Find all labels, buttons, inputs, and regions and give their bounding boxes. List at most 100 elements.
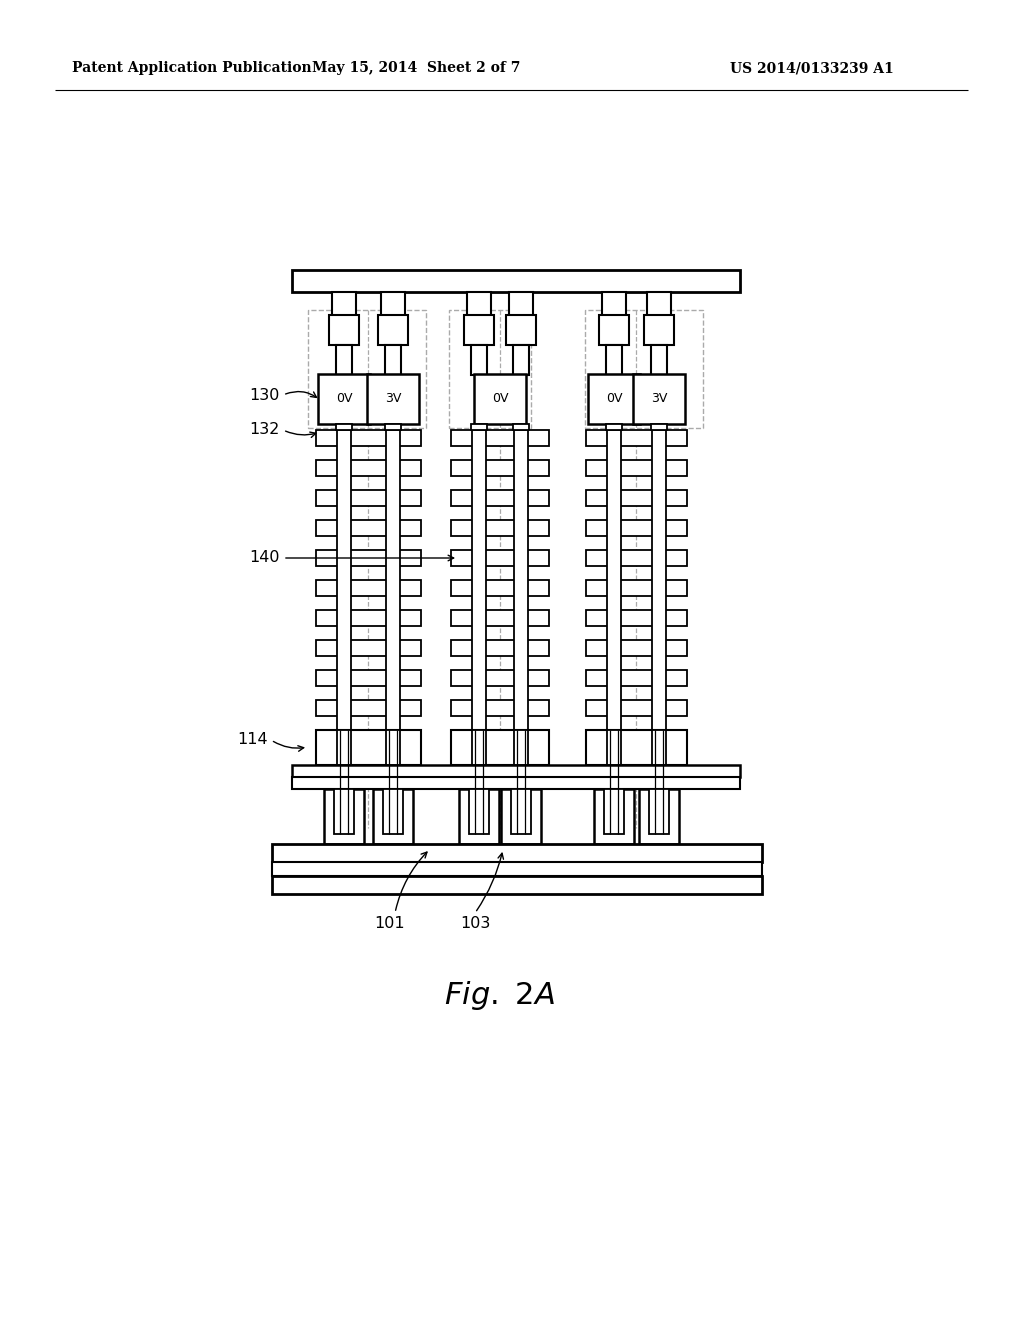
Bar [316,490,421,506]
Bar [513,424,529,430]
Text: 3V: 3V [385,392,401,405]
Bar [467,292,490,322]
Bar [316,671,421,686]
Bar [378,315,408,345]
Bar [318,374,370,424]
Bar [509,292,534,322]
Bar [607,730,621,766]
Bar [381,292,406,322]
Bar [337,730,351,766]
Bar [604,789,624,834]
Bar [599,315,629,345]
Bar [586,579,687,597]
Bar [316,700,421,715]
Text: $\mathit{Fig.\ 2A}$: $\mathit{Fig.\ 2A}$ [444,979,556,1012]
Bar [386,730,400,766]
Bar [316,579,421,597]
Bar [586,459,687,477]
Bar [651,424,667,430]
Bar [464,315,494,345]
Bar [373,789,413,843]
Bar [332,292,356,322]
Bar [451,490,549,506]
Bar [586,700,687,715]
Bar [451,730,549,766]
Bar [316,550,421,566]
Bar [652,430,666,730]
Bar [451,430,549,446]
Bar [383,789,403,834]
Bar [501,789,541,843]
Text: May 15, 2014  Sheet 2 of 7: May 15, 2014 Sheet 2 of 7 [312,61,520,75]
Text: 0V: 0V [492,392,508,405]
Bar [316,459,421,477]
Bar [329,315,359,345]
Bar [586,671,687,686]
Bar [514,430,528,730]
Bar [451,671,549,686]
Bar [385,345,401,375]
Bar [292,777,740,789]
Bar [649,789,669,834]
Bar [647,292,671,322]
Bar [272,876,762,894]
Bar [292,766,740,777]
Bar [586,520,687,536]
Bar [644,315,674,345]
Bar [451,610,549,626]
Bar [471,345,487,375]
Bar [459,789,499,843]
Bar [506,315,536,345]
Bar [602,292,626,322]
Bar [316,430,421,446]
Bar [588,374,640,424]
Bar [324,789,364,843]
Bar [607,430,621,730]
Bar [451,550,549,566]
Bar [586,490,687,506]
Bar [316,640,421,656]
Bar [308,310,426,428]
Bar [586,430,687,446]
Bar [514,730,528,766]
Text: 0V: 0V [336,392,352,405]
Bar [337,430,351,730]
Bar [651,345,667,375]
Bar [451,579,549,597]
Bar [586,730,687,766]
Bar [272,843,762,862]
Bar [472,430,486,730]
Text: 130: 130 [250,388,280,403]
Bar [471,424,487,430]
Bar [472,730,486,766]
Bar [334,789,354,834]
Bar [367,374,419,424]
Bar [451,640,549,656]
Text: 140: 140 [250,550,280,565]
Text: 101: 101 [375,916,406,931]
Bar [469,789,489,834]
Bar [451,520,549,536]
Bar [652,730,666,766]
Bar [272,862,762,876]
Bar [336,345,352,375]
Bar [385,424,401,430]
Bar [316,730,421,766]
Bar [316,520,421,536]
Bar [586,550,687,566]
Text: 3V: 3V [651,392,668,405]
Bar [316,610,421,626]
Bar [511,789,531,834]
Bar [336,424,352,430]
Bar [449,310,531,428]
Bar [586,610,687,626]
Bar [594,789,634,843]
Text: 0V: 0V [606,392,623,405]
Bar [639,789,679,843]
Bar [606,424,622,430]
Text: Patent Application Publication: Patent Application Publication [72,61,311,75]
Text: 103: 103 [460,916,490,931]
Bar [633,374,685,424]
Bar [386,430,400,730]
Bar [474,374,526,424]
